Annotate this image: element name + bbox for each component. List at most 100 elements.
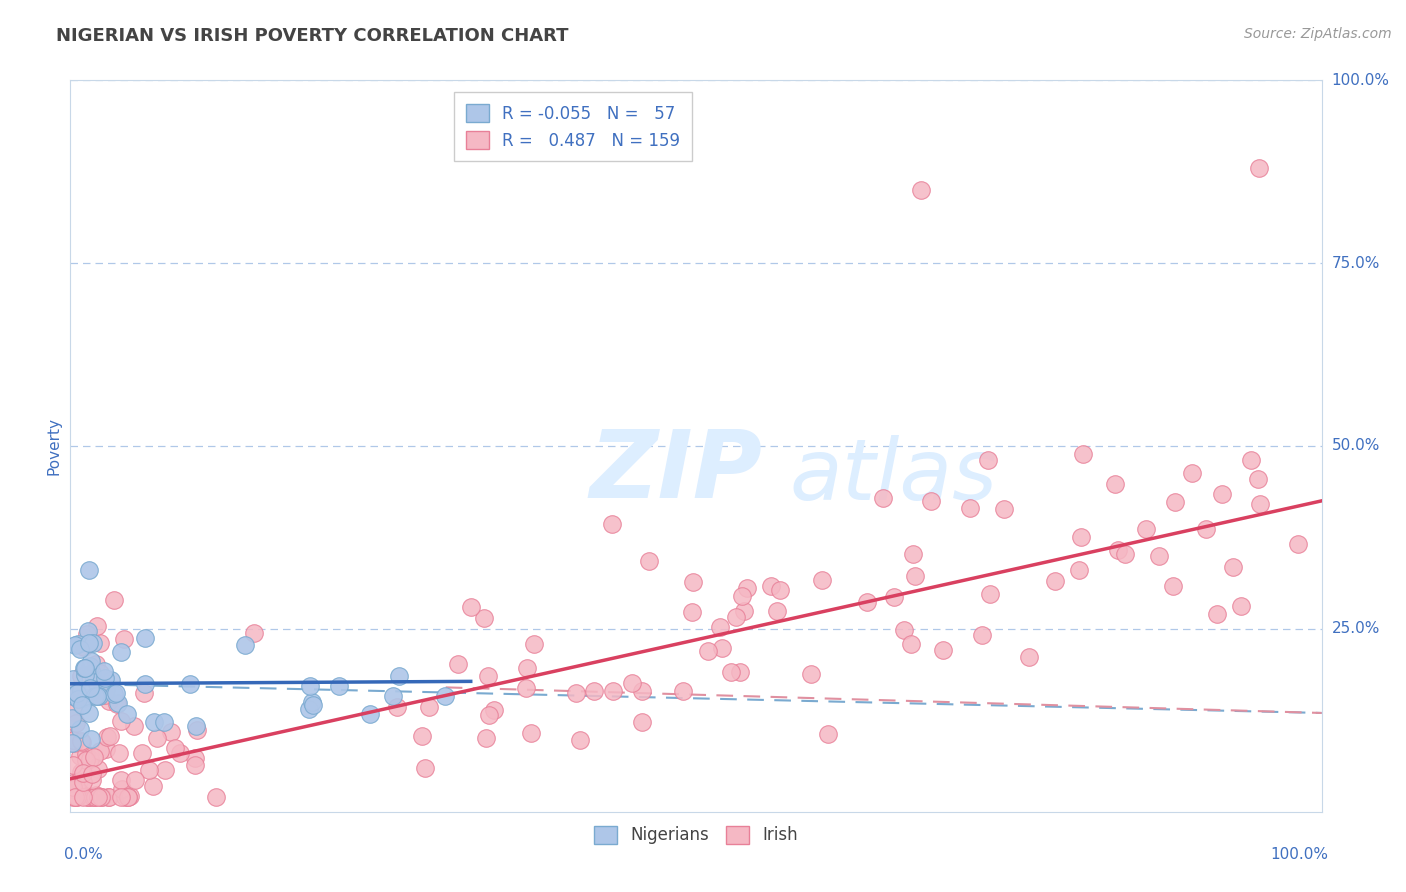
Point (1073, 446, 1095, 460)
Point (186, 723, 208, 737)
Point (66, 690, 89, 704)
Point (243, 626, 266, 640)
Point (84, 788, 107, 802)
Point (66, 790, 89, 805)
Point (87, 689, 110, 703)
Point (920, 494, 942, 508)
Point (69, 774, 91, 789)
Point (620, 676, 643, 690)
Point (90, 790, 112, 805)
Point (134, 677, 156, 691)
Point (82, 636, 104, 650)
Text: Source: ZipAtlas.com: Source: ZipAtlas.com (1244, 27, 1392, 41)
Point (62, 790, 84, 805)
Point (77, 563, 100, 577)
Point (724, 609, 747, 624)
Point (80, 773, 103, 788)
Text: NIGERIAN VS IRISH POVERTY CORRELATION CHART: NIGERIAN VS IRISH POVERTY CORRELATION CH… (56, 27, 569, 45)
Point (901, 547, 924, 561)
Point (1114, 547, 1136, 561)
Point (62, 736, 84, 750)
Point (993, 501, 1015, 516)
Point (82, 790, 104, 805)
Point (569, 733, 592, 747)
Point (301, 698, 323, 712)
Point (583, 683, 606, 698)
Point (602, 683, 624, 698)
Point (60, 711, 83, 725)
Point (179, 677, 201, 691)
Point (696, 644, 718, 658)
Point (69, 723, 91, 737)
Point (79, 658, 101, 673)
Point (153, 714, 176, 729)
Point (62, 775, 84, 789)
Point (107, 696, 129, 710)
Point (80, 665, 103, 680)
Point (1195, 522, 1218, 536)
Point (98, 729, 121, 743)
Point (103, 687, 125, 701)
Point (1161, 579, 1184, 593)
Point (105, 686, 128, 700)
Point (800, 666, 823, 681)
Point (79, 752, 101, 766)
Point (298, 702, 321, 716)
Point (94, 742, 117, 756)
Point (769, 583, 792, 598)
Point (1067, 563, 1090, 577)
Point (72, 775, 94, 789)
Point (856, 595, 879, 609)
Point (131, 746, 153, 760)
Point (70, 669, 93, 683)
Point (70, 764, 93, 779)
Point (73, 789, 96, 804)
Point (184, 750, 207, 764)
Point (83, 790, 105, 805)
Text: atlas: atlas (790, 435, 998, 518)
Point (87, 790, 110, 805)
Point (1164, 495, 1187, 509)
Point (62, 690, 84, 704)
Point (79, 654, 101, 668)
Point (77, 624, 100, 639)
Point (1147, 549, 1170, 563)
Point (672, 684, 695, 698)
Legend: Nigerians, Irish: Nigerians, Irish (588, 819, 804, 851)
Point (70, 698, 93, 712)
Point (631, 715, 654, 730)
Point (433, 689, 456, 703)
Point (89, 673, 111, 687)
Point (69, 642, 91, 657)
Point (1211, 487, 1233, 501)
Point (1104, 477, 1126, 491)
Point (110, 790, 132, 805)
Point (73, 668, 96, 682)
Point (70, 735, 93, 749)
Point (91, 790, 114, 805)
Point (114, 790, 136, 805)
Point (112, 632, 135, 646)
Point (460, 600, 482, 615)
Point (84, 790, 107, 805)
Point (910, 183, 932, 197)
Point (75, 753, 97, 767)
Point (89, 665, 111, 680)
Point (883, 590, 905, 604)
Point (103, 593, 125, 607)
Point (118, 789, 141, 803)
Point (72, 790, 94, 805)
Text: 25.0%: 25.0% (1331, 622, 1381, 636)
Point (97, 790, 120, 805)
Point (415, 761, 437, 775)
Point (146, 731, 169, 745)
Point (565, 686, 588, 700)
Point (124, 773, 146, 788)
Point (73, 640, 96, 654)
Point (1249, 161, 1271, 175)
Point (482, 703, 505, 717)
Point (759, 579, 782, 593)
Point (477, 669, 499, 683)
Point (94, 671, 117, 685)
Text: 100.0%: 100.0% (1270, 847, 1327, 862)
